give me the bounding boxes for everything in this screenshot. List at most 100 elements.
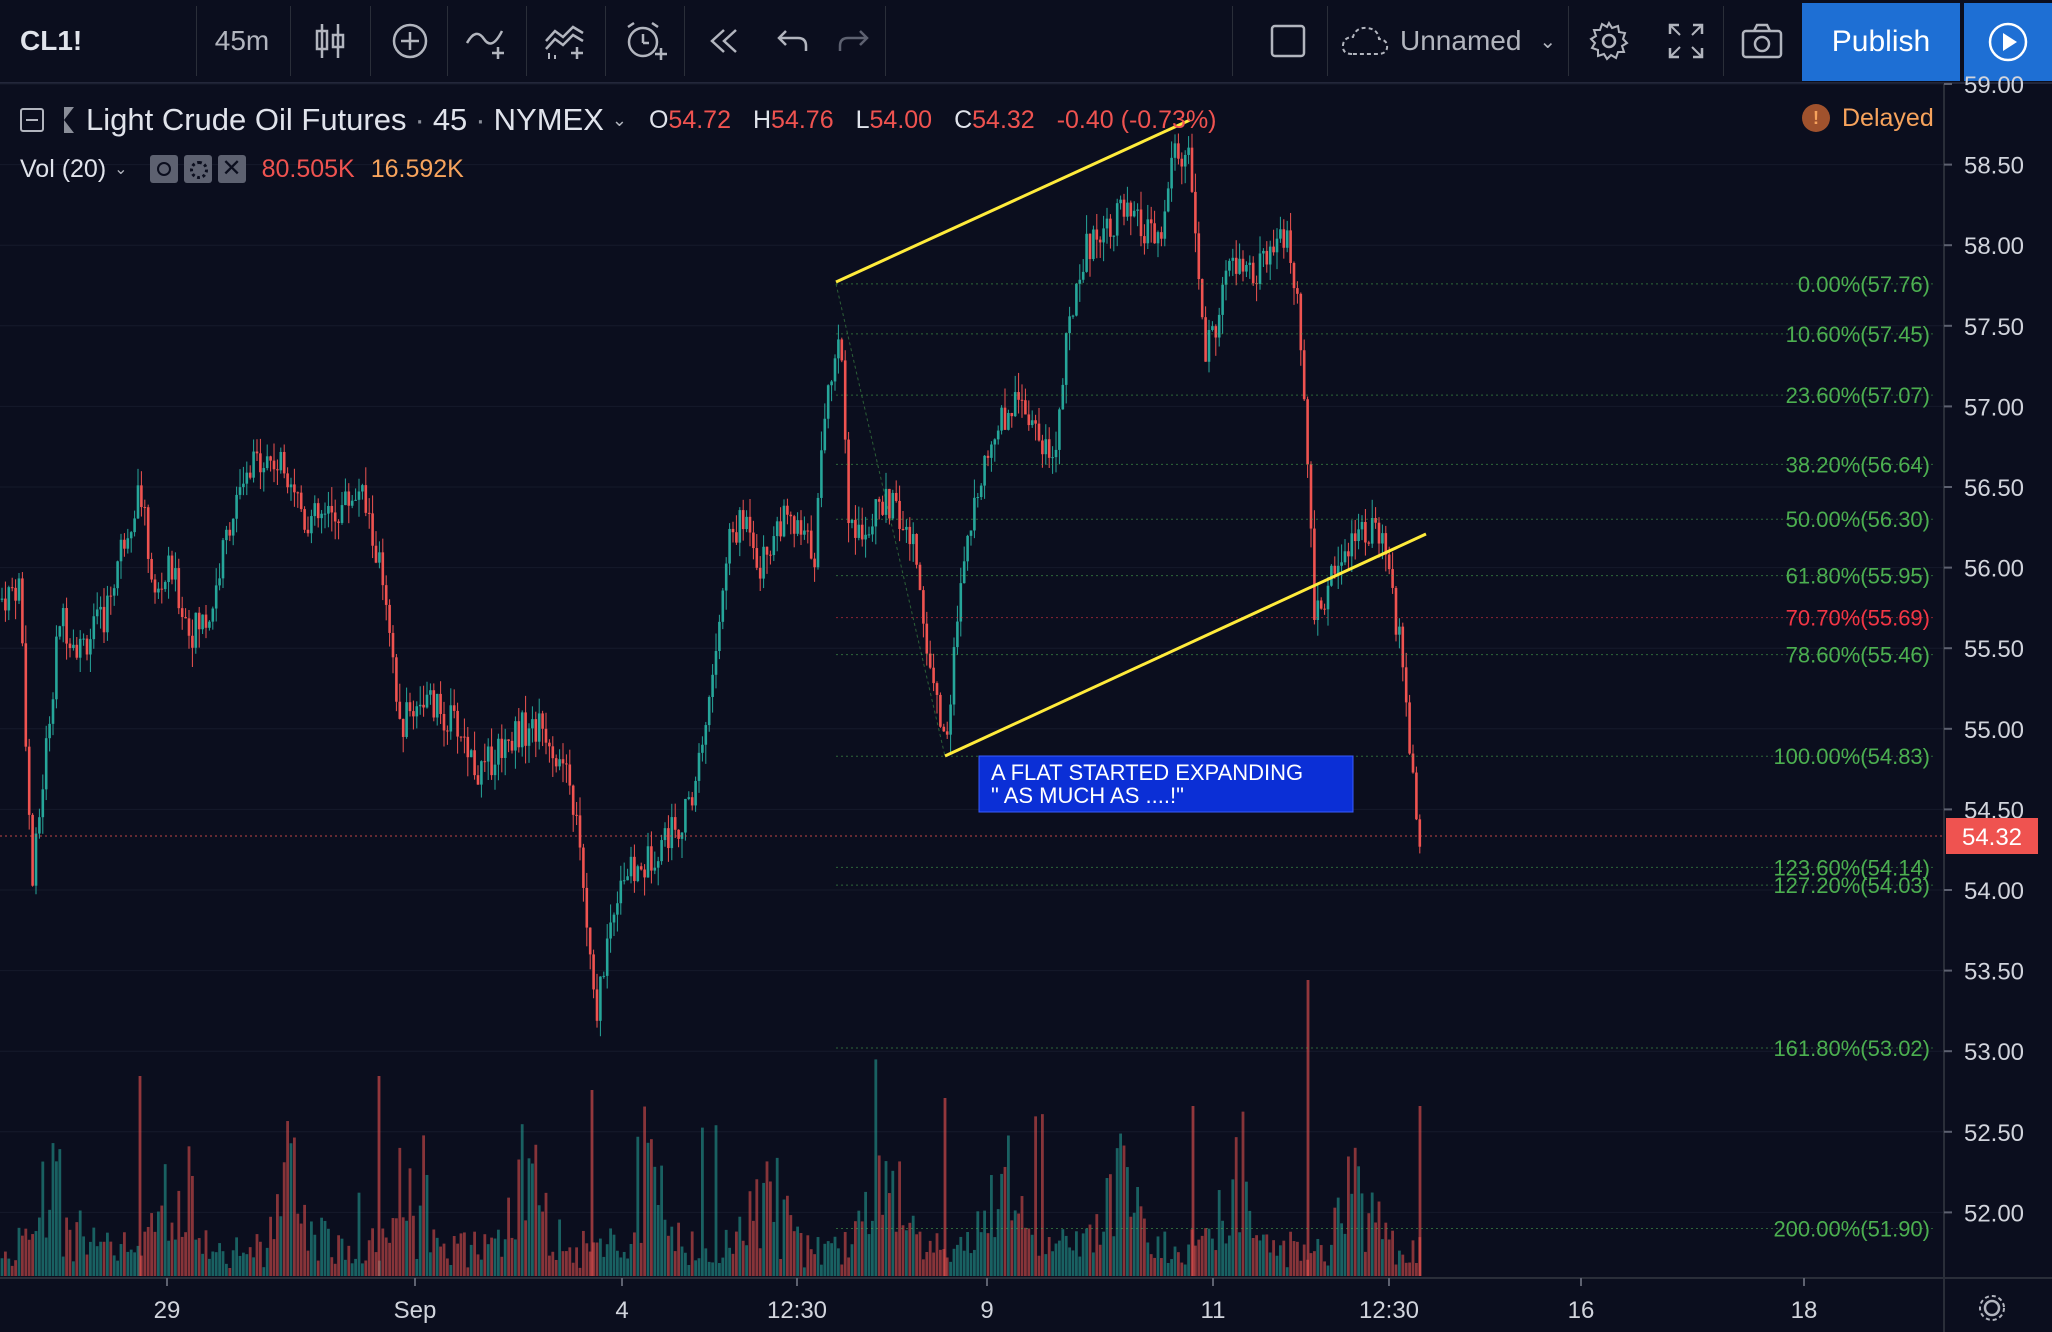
indicators-add-button[interactable] — [371, 0, 449, 82]
volume-bar — [986, 1233, 990, 1276]
alert-button[interactable] — [606, 0, 684, 82]
candle-body — [629, 856, 633, 877]
candle-body — [17, 578, 21, 601]
candle-body — [446, 730, 449, 732]
candle-body — [1224, 270, 1228, 285]
volume-bar — [847, 1257, 850, 1276]
candle-body — [524, 712, 527, 746]
volume-bar — [1126, 1167, 1129, 1276]
volume-bar — [497, 1229, 500, 1276]
undo-button[interactable] — [763, 0, 823, 82]
chevron-down-icon[interactable]: ⌄ — [611, 109, 627, 130]
candle-body — [503, 739, 507, 758]
fib-level-label: 127.20%(54.03) — [1773, 873, 1930, 898]
candle-body — [1119, 199, 1122, 204]
volume-bar — [350, 1263, 354, 1276]
candle-body — [1251, 262, 1255, 284]
candle-body — [718, 621, 721, 652]
delayed-status-badge[interactable]: ! Delayed — [1802, 100, 1934, 136]
candle-body — [568, 764, 572, 786]
candle-body — [660, 840, 663, 862]
volume-bar — [663, 1219, 667, 1276]
layout-select-button[interactable] — [1252, 0, 1324, 82]
symbol-title[interactable]: Light Crude Oil Futures — [86, 102, 407, 137]
save-layout-button[interactable]: Unnamed ⌄ — [1328, 0, 1568, 82]
volume-bar — [1153, 1257, 1156, 1276]
snapshot-button[interactable] — [1724, 0, 1800, 82]
price-tick-label: 56.50 — [1964, 475, 2024, 502]
candle-body — [1078, 279, 1082, 284]
candle-body — [1024, 400, 1027, 415]
candle-body — [881, 501, 884, 515]
candle-body — [551, 746, 555, 759]
volume-spike — [138, 1076, 142, 1276]
candle-body — [381, 552, 385, 586]
redo-button[interactable] — [823, 0, 883, 82]
volume-bar — [745, 1245, 748, 1276]
volume-study-label[interactable]: Vol (20) — [20, 154, 107, 183]
candle-body — [1214, 326, 1218, 338]
candle-body — [571, 785, 575, 815]
chart-settings-button[interactable] — [1569, 0, 1649, 82]
publish-button[interactable]: Publish — [1802, 3, 1960, 81]
volume-bar — [75, 1222, 79, 1276]
candle-type-button[interactable] — [291, 0, 369, 82]
volume-bar — [578, 1267, 582, 1276]
annotation-box[interactable] — [978, 755, 1354, 813]
compare-button[interactable] — [448, 0, 526, 82]
publish-options-button[interactable] — [1964, 3, 2052, 81]
interval-button[interactable]: 45m — [197, 0, 287, 82]
lower-trend-line[interactable] — [944, 532, 1427, 758]
axis-settings-icon[interactable] — [1979, 1295, 2005, 1321]
candle-body — [306, 529, 310, 534]
gear-icon[interactable] — [183, 155, 212, 183]
candle-body — [796, 520, 799, 534]
candle-body — [4, 598, 7, 611]
candle-body — [1268, 246, 1272, 265]
time-tick-label: 12:30 — [767, 1297, 827, 1324]
volume-bar — [871, 1220, 874, 1276]
candle-body — [1017, 392, 1020, 400]
candle-body — [762, 546, 765, 579]
candle-body — [799, 520, 803, 535]
candle-body — [619, 880, 623, 904]
volume-bar — [38, 1217, 41, 1276]
candle-body — [1075, 283, 1078, 316]
eye-icon[interactable] — [149, 155, 178, 183]
candle-body — [871, 526, 874, 535]
indicators-button[interactable] — [527, 0, 605, 82]
candle-body — [320, 513, 323, 519]
exchange-label[interactable]: NYMEX — [493, 102, 604, 137]
candle-body — [1126, 202, 1129, 217]
volume-bar — [201, 1253, 204, 1276]
volume-bar — [643, 1106, 646, 1276]
volume-bars — [0, 980, 1422, 1276]
volume-bar — [1183, 1264, 1187, 1276]
candle-body — [711, 674, 714, 698]
candle-body — [401, 718, 405, 737]
fullscreen-button[interactable] — [1649, 0, 1723, 82]
candle-body — [75, 644, 79, 658]
replay-button[interactable] — [685, 0, 763, 82]
collapse-legend-icon[interactable] — [20, 108, 44, 132]
candle-body — [1156, 232, 1160, 244]
volume-bar — [204, 1230, 208, 1276]
candle-body — [1340, 562, 1343, 566]
upper-trend-line[interactable] — [835, 118, 1191, 284]
close-icon[interactable]: ✕ — [217, 155, 246, 183]
volume-bar — [830, 1243, 833, 1276]
chevron-down-icon[interactable]: ⌄ — [114, 161, 128, 178]
main-series-legend: Light Crude Oil Futures · 45 · NYMEX ⌄ O… — [20, 100, 1217, 140]
candle-body — [157, 588, 160, 593]
candle-body — [1245, 265, 1248, 272]
volume-bar — [262, 1267, 266, 1276]
candle-body — [361, 485, 364, 492]
candle-body — [252, 451, 255, 478]
flag-icon[interactable] — [64, 107, 74, 133]
candle-body — [299, 492, 303, 510]
volume-bar — [282, 1162, 286, 1276]
volume-bar — [1248, 1210, 1252, 1276]
symbol-search-button[interactable]: CL1! — [0, 0, 196, 82]
candle-body — [1132, 210, 1136, 217]
